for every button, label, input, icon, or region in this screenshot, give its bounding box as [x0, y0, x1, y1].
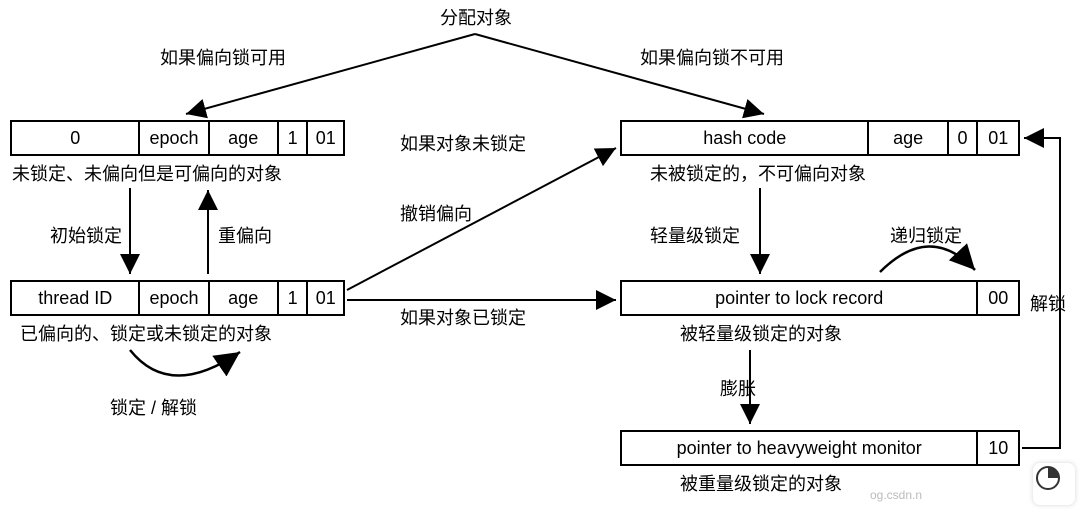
box-e-cell-1: 10: [978, 432, 1018, 464]
box-d-cell-1: 00: [978, 282, 1018, 314]
box-e-caption: 被重量级锁定的对象: [680, 470, 842, 496]
watermark-text: og.csdn.n: [870, 488, 922, 502]
box-b-cell-1: epoch: [140, 282, 209, 314]
box-c: hash code age 0 01: [620, 120, 1020, 156]
lightweight-lock-label: 轻量级锁定: [650, 222, 740, 248]
initial-lock-label: 初始锁定: [50, 222, 122, 248]
box-c-cell-2: 0: [949, 122, 979, 154]
if-locked-label: 如果对象已锁定: [400, 304, 526, 330]
box-b: thread ID epoch age 1 01: [10, 280, 345, 316]
logo-icon: [1032, 462, 1076, 506]
box-e-cell-0: pointer to heavyweight monitor: [622, 432, 978, 464]
box-b-cell-2: age: [210, 282, 279, 314]
box-b-cell-3: 1: [279, 282, 309, 314]
box-a-cell-1: epoch: [140, 122, 209, 154]
if-unlocked-label: 如果对象未锁定: [400, 130, 526, 156]
box-c-caption: 未被锁定的，不可偏向对象: [650, 160, 866, 186]
box-d-caption: 被轻量级锁定的对象: [680, 320, 842, 346]
inflate-label: 膨胀: [720, 375, 756, 401]
revoke-bias-label: 撤销偏向: [400, 200, 472, 226]
rebias-label: 重偏向: [218, 222, 272, 248]
box-c-cell-3: 01: [978, 122, 1018, 154]
branch-left-label: 如果偏向锁可用: [160, 44, 286, 70]
box-b-cell-0: thread ID: [12, 282, 140, 314]
box-e: pointer to heavyweight monitor 10: [620, 430, 1020, 466]
box-a-cell-3: 1: [279, 122, 309, 154]
box-c-cell-1: age: [869, 122, 948, 154]
box-c-cell-0: hash code: [622, 122, 869, 154]
box-b-cell-4: 01: [308, 282, 343, 314]
box-a-caption: 未锁定、未偏向但是可偏向的对象: [12, 160, 282, 186]
unlock-label: 解锁: [1030, 290, 1066, 316]
branch-right-label: 如果偏向锁不可用: [640, 44, 784, 70]
lock-unlock-label: 锁定 / 解锁: [110, 394, 197, 420]
box-b-caption: 已偏向的、锁定或未锁定的对象: [20, 320, 272, 346]
recursive-lock-label: 递归锁定: [890, 222, 962, 248]
box-d-cell-0: pointer to lock record: [622, 282, 978, 314]
box-d: pointer to lock record 00: [620, 280, 1020, 316]
box-a-cell-4: 01: [308, 122, 343, 154]
box-a-cell-0: 0: [12, 122, 140, 154]
box-a: 0 epoch age 1 01: [10, 120, 345, 156]
root-label: 分配对象: [440, 4, 512, 30]
box-a-cell-2: age: [210, 122, 279, 154]
